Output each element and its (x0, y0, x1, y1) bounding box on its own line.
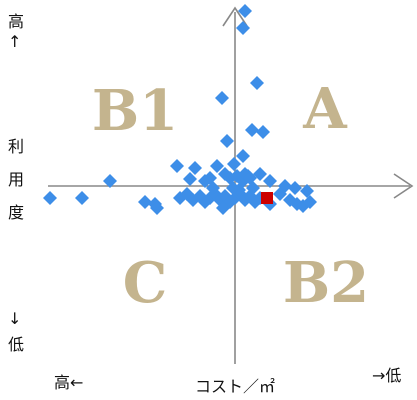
y-label-char-1: 利 (8, 137, 25, 156)
highlight-point (261, 192, 273, 204)
data-point (263, 174, 277, 188)
y-label-char-3: 度 (8, 203, 25, 222)
data-point (210, 159, 224, 173)
y-high-label: 高 (8, 12, 25, 31)
quadrant-label-a: A (302, 76, 348, 142)
data-point (75, 191, 89, 205)
data-point (236, 21, 250, 35)
x-axis-label: コスト／㎡ (195, 377, 275, 396)
data-point (300, 184, 314, 198)
data-point (256, 125, 270, 139)
data-point (238, 4, 252, 18)
data-points (43, 4, 317, 215)
data-point (220, 134, 234, 148)
x-high-cost-label: 高← (54, 373, 83, 392)
quadrant-labels: B1 A C B2 (92, 76, 369, 316)
data-point (288, 181, 302, 195)
quadrant-label-b2: B2 (283, 250, 369, 316)
y-low-label: 低 (8, 335, 25, 354)
quadrant-label-c: C (123, 250, 168, 316)
data-point (188, 161, 202, 175)
data-point (253, 167, 267, 181)
data-point (43, 191, 57, 205)
data-point (303, 195, 317, 209)
data-point (206, 181, 220, 195)
data-point (150, 201, 164, 215)
data-point (138, 195, 152, 209)
data-point (216, 201, 230, 215)
data-point (215, 91, 229, 105)
data-point (250, 76, 264, 90)
x-axis-arrowhead (393, 173, 414, 199)
data-point (226, 181, 240, 195)
data-point (103, 174, 117, 188)
data-point (183, 172, 197, 186)
y-axis-arrowhead (222, 6, 248, 27)
x-low-cost-label: →低 (372, 366, 401, 385)
y-label-char-2: 用 (8, 170, 25, 189)
quadrant-label-b1: B1 (92, 78, 178, 144)
data-point (227, 157, 241, 171)
data-point (246, 181, 260, 195)
y-low-arrow: ↓ (8, 309, 22, 328)
data-point (273, 187, 287, 201)
y-high-arrow: ↑ (8, 32, 22, 51)
data-point (170, 159, 184, 173)
data-point (245, 123, 259, 137)
data-point (236, 149, 250, 163)
